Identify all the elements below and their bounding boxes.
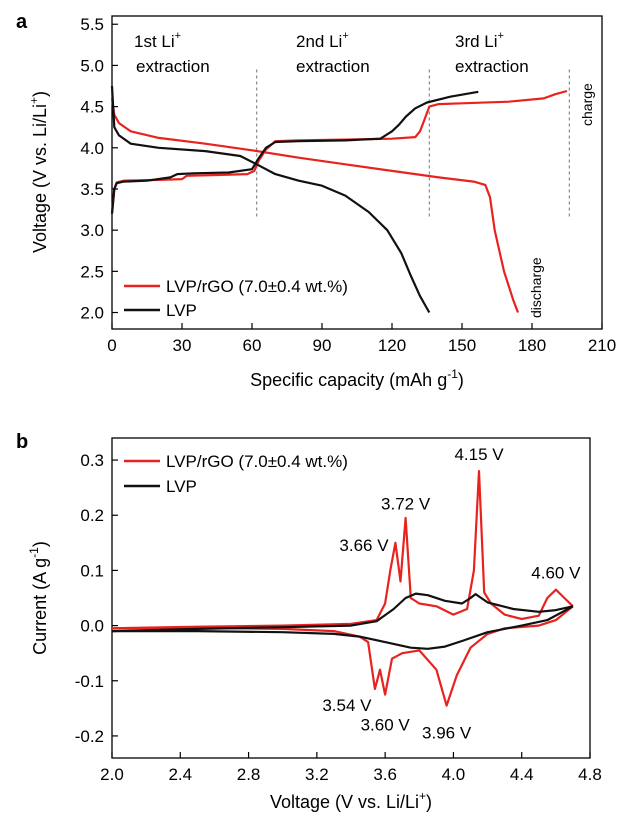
panel-a-label: a bbox=[16, 11, 28, 33]
y-tick-label: -0.2 bbox=[75, 727, 104, 746]
peak-label: 3.66 V bbox=[339, 536, 389, 555]
panel-b-y-axis-label: Current (A g-1) bbox=[27, 541, 50, 655]
y-tick-label: 5.0 bbox=[80, 56, 104, 75]
series-lvp-rgo-discharge bbox=[110, 98, 520, 313]
panel-b-chart: b 2.0 2.4 2.8 3.2 3.6 4.0 4.4 4.8 -0.2 -0.1 0.0 0.… bbox=[16, 431, 602, 812]
annotation-charge: charge bbox=[579, 83, 595, 126]
peak-label: 3.60 V bbox=[361, 715, 411, 734]
x-tick-label: 2.8 bbox=[237, 765, 261, 784]
panel-a-x-axis-label: Specific capacity (mAh g-1) bbox=[250, 367, 464, 390]
y-tick-label: 2.0 bbox=[80, 304, 104, 323]
panel-a-y-axis-label: Voltage (V vs. Li/Li+) bbox=[27, 91, 50, 253]
legend-a-red-label: LVP/rGO (7.0±0.4 wt.%) bbox=[166, 277, 348, 296]
annotation-3rd-extraction: extraction bbox=[455, 57, 529, 76]
y-tick-label: 0.3 bbox=[80, 451, 104, 470]
series-lvp-cathodic bbox=[112, 605, 574, 650]
y-tick-label: 3.0 bbox=[80, 221, 104, 240]
annotation-2nd-extraction: extraction bbox=[296, 57, 370, 76]
peak-label: 4.60 V bbox=[531, 564, 581, 583]
series-lvp-rgo-cathodic bbox=[111, 605, 574, 707]
panel-a-chart: a 0 30 60 90 120 150 180 210 2.0 2.5 3.0 3.5 4.0 4.5… bbox=[16, 11, 616, 390]
x-tick-label: 4.0 bbox=[442, 765, 466, 784]
annotation-1st-extraction: extraction bbox=[136, 57, 210, 76]
x-tick-label: 90 bbox=[313, 336, 332, 355]
x-tick-label: 60 bbox=[243, 336, 262, 355]
y-tick-label: 0.0 bbox=[80, 617, 104, 636]
annotation-discharge: discharge bbox=[528, 257, 544, 318]
x-tick-label: 3.6 bbox=[373, 765, 397, 784]
y-tick-label: 0.1 bbox=[80, 561, 104, 580]
panel-b-plot-frame bbox=[111, 437, 591, 759]
legend-a-black-label: LVP bbox=[166, 301, 197, 320]
x-tick-label: 120 bbox=[378, 336, 406, 355]
y-tick-label: 5.5 bbox=[80, 15, 104, 34]
y-tick-label: 3.5 bbox=[80, 180, 104, 199]
series-lvp-anodic bbox=[111, 592, 574, 633]
annotation-2nd-li: 2nd Li+ bbox=[296, 30, 349, 51]
x-tick-label: 2.4 bbox=[168, 765, 192, 784]
panel-b-label: b bbox=[16, 431, 28, 453]
x-tick-label: 4.4 bbox=[510, 765, 534, 784]
y-tick-label: -0.1 bbox=[75, 672, 104, 691]
x-tick-label: 30 bbox=[173, 336, 192, 355]
x-tick-label: 2.0 bbox=[100, 765, 124, 784]
annotation-1st-li: 1st Li+ bbox=[134, 30, 181, 51]
peak-label: 4.15 V bbox=[454, 445, 504, 464]
panel-a-legend: LVP/rGO (7.0±0.4 wt.%) LVP bbox=[124, 277, 348, 320]
peak-label: 3.96 V bbox=[422, 724, 472, 743]
x-tick-label: 0 bbox=[107, 336, 116, 355]
peak-label: 3.72 V bbox=[381, 495, 431, 514]
panel-b-legend: LVP/rGO (7.0±0.4 wt.%) LVP bbox=[124, 452, 348, 496]
y-tick-label: 2.5 bbox=[80, 262, 104, 281]
series-lvp-rgo-anodic bbox=[111, 470, 574, 630]
peak-label: 3.54 V bbox=[322, 696, 372, 715]
series-lvp-discharge bbox=[110, 85, 431, 314]
x-tick-label: 150 bbox=[448, 336, 476, 355]
legend-b-red-label: LVP/rGO (7.0±0.4 wt.%) bbox=[166, 452, 348, 471]
series-lvp-charge bbox=[110, 90, 479, 214]
y-tick-label: 0.2 bbox=[80, 506, 104, 525]
x-tick-label: 180 bbox=[518, 336, 546, 355]
x-tick-label: 4.8 bbox=[578, 765, 602, 784]
series-lvp-rgo-charge bbox=[110, 89, 568, 214]
annotation-3rd-li: 3rd Li+ bbox=[455, 30, 504, 51]
y-tick-label: 4.5 bbox=[80, 98, 104, 117]
panel-b-x-axis-label: Voltage (V vs. Li/Li+) bbox=[270, 789, 432, 812]
legend-b-black-label: LVP bbox=[166, 477, 197, 496]
x-tick-label: 3.2 bbox=[305, 765, 329, 784]
y-tick-label: 4.0 bbox=[80, 139, 104, 158]
x-tick-label: 210 bbox=[588, 336, 616, 355]
panel-a-plot-frame bbox=[111, 15, 603, 330]
